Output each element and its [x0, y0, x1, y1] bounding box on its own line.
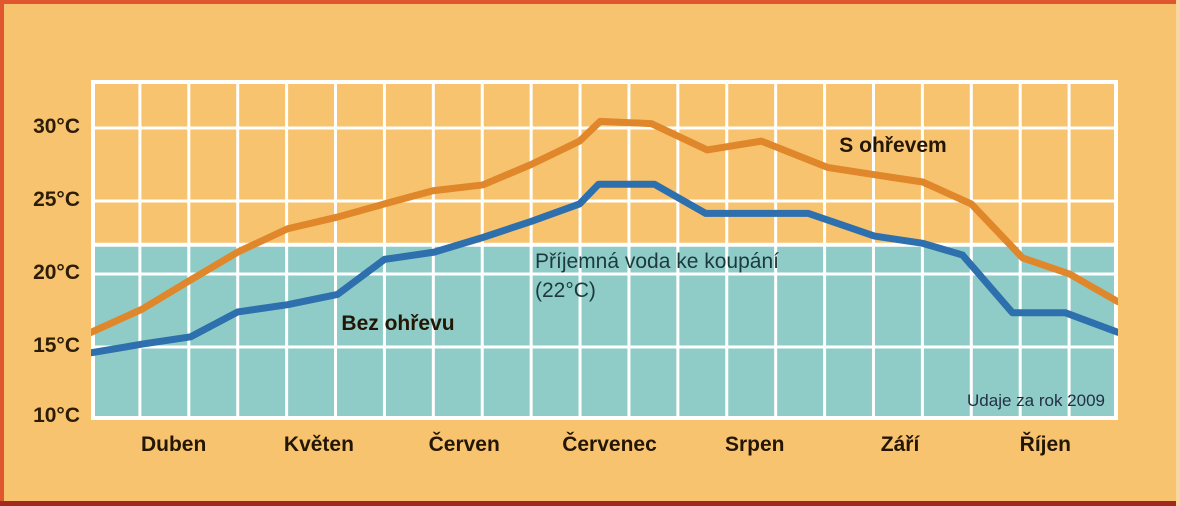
plot-svg	[91, 80, 1118, 420]
comfort-zone-label: Příjemná voda ke koupání (22°C)	[535, 247, 779, 305]
x-axis-labels: Duben Květen Červen Červenec Srpen Září Říjen	[91, 432, 1118, 458]
month-label-květen: Květen	[283, 433, 354, 456]
comfort-zone-label-line2: (22°C)	[535, 279, 596, 302]
month-label-červenec: Červenec	[562, 433, 657, 456]
frame-left-edge	[0, 0, 4, 506]
line-s-ohrevem	[91, 117, 1118, 336]
y-tick-15: 15°C	[33, 334, 80, 357]
month-label-srpen: Srpen	[725, 433, 785, 456]
series-label-heated: S ohřevem	[839, 134, 947, 157]
month-label-červen: Červen	[428, 433, 500, 456]
month-label-duben: Duben	[140, 433, 207, 456]
comfort-zone-label-line1: Příjemná voda ke koupání	[535, 250, 779, 273]
y-tick-25: 25°C	[33, 188, 80, 211]
month-label-říjen: Říjen	[1019, 433, 1071, 456]
frame-right-edge	[1176, 0, 1180, 506]
plot-area	[91, 80, 1118, 420]
data-year-note: Udaje za rok 2009	[967, 391, 1105, 410]
line-bez-ohrevu	[91, 180, 1118, 357]
y-tick-10: 10°C	[33, 404, 80, 427]
series-label-unheated: Bez ohřevu	[341, 312, 455, 335]
y-tick-20: 20°C	[33, 261, 80, 284]
frame-bottom-edge	[0, 501, 1180, 506]
plot-border	[91, 80, 1118, 420]
month-label-září: Září	[880, 433, 920, 456]
y-tick-30: 30°C	[33, 115, 80, 138]
frame-top-edge	[0, 0, 1180, 4]
